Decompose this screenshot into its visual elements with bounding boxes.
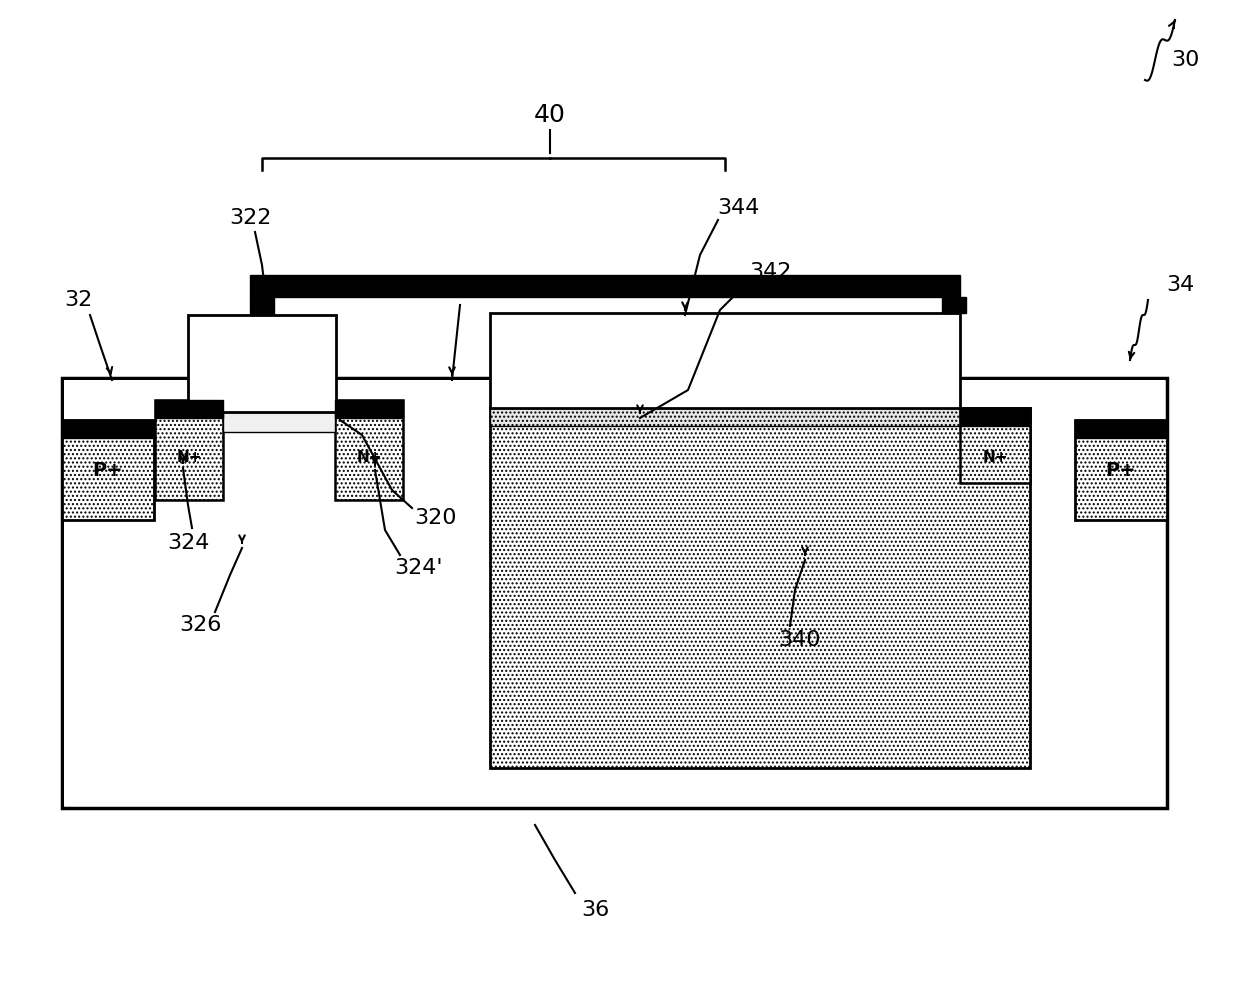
Bar xyxy=(62,420,154,438)
Text: 340: 340 xyxy=(779,630,821,650)
Bar xyxy=(155,400,223,500)
Text: N+: N+ xyxy=(176,450,202,466)
Bar xyxy=(490,313,960,408)
Text: 324: 324 xyxy=(167,533,210,553)
Text: N+: N+ xyxy=(356,450,382,466)
Text: N+: N+ xyxy=(982,450,1008,466)
Bar xyxy=(250,297,274,315)
Bar xyxy=(490,408,1030,768)
Text: 34: 34 xyxy=(1166,275,1194,295)
Bar xyxy=(62,420,154,520)
Bar xyxy=(960,408,1030,483)
Bar xyxy=(960,408,1030,426)
Text: 32: 32 xyxy=(64,290,92,310)
Bar xyxy=(64,380,1166,806)
Text: 322: 322 xyxy=(229,208,272,228)
Text: 324': 324' xyxy=(394,558,443,578)
Text: 40: 40 xyxy=(534,103,565,127)
Bar xyxy=(1075,420,1167,520)
Text: P+: P+ xyxy=(93,460,123,480)
Text: 320: 320 xyxy=(414,508,456,528)
Text: P+: P+ xyxy=(1106,460,1136,480)
Bar xyxy=(250,275,960,297)
Text: 38: 38 xyxy=(456,280,484,300)
Text: 344: 344 xyxy=(717,198,759,218)
Bar xyxy=(1075,420,1167,438)
Bar xyxy=(188,315,336,412)
Bar xyxy=(155,400,223,418)
Bar xyxy=(62,378,1167,808)
Bar xyxy=(942,297,966,313)
Bar xyxy=(490,408,960,426)
Text: 30: 30 xyxy=(1171,50,1199,70)
Text: 326: 326 xyxy=(179,615,221,635)
Text: 36: 36 xyxy=(580,900,609,920)
Bar xyxy=(335,400,403,418)
Text: 342: 342 xyxy=(749,262,791,282)
Bar xyxy=(223,412,335,432)
Bar xyxy=(335,400,403,500)
